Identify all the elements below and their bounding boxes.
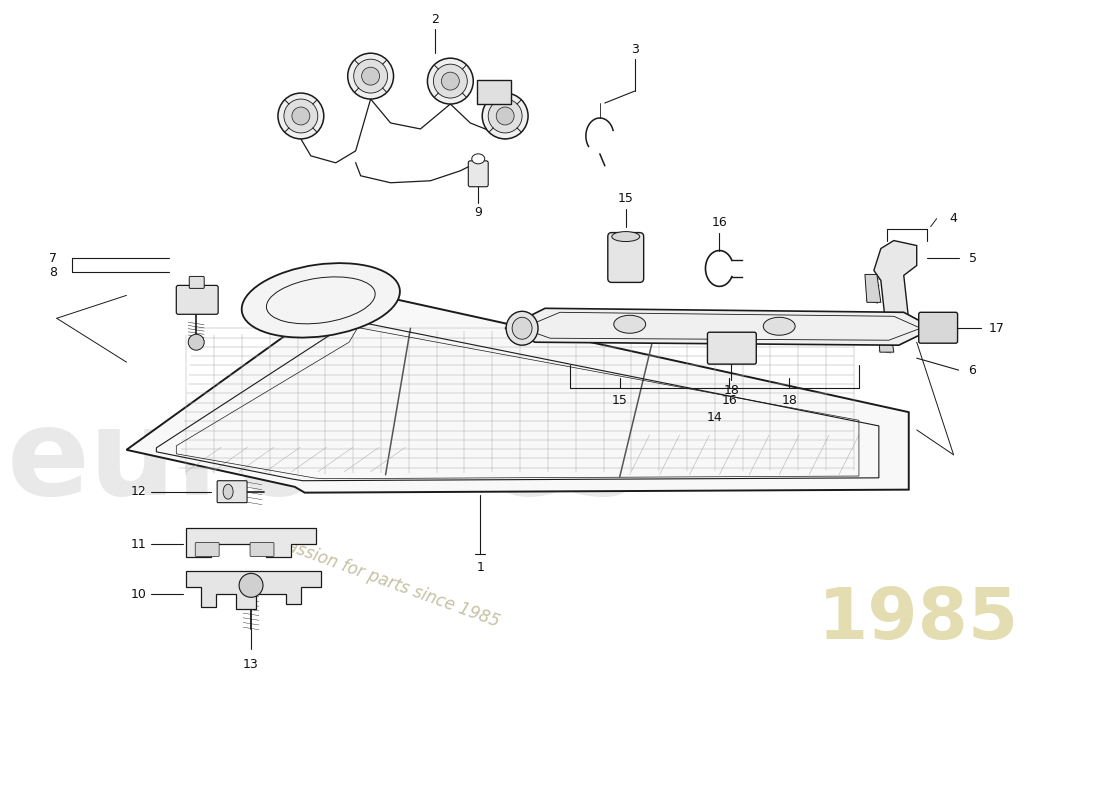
Ellipse shape: [614, 315, 646, 334]
Text: 16: 16: [722, 394, 737, 407]
Polygon shape: [865, 274, 881, 302]
Text: 7: 7: [48, 252, 57, 265]
Text: 16: 16: [712, 216, 727, 229]
Ellipse shape: [763, 318, 795, 335]
Ellipse shape: [513, 318, 532, 339]
Text: 18: 18: [724, 383, 739, 397]
Polygon shape: [878, 324, 894, 352]
Text: 11: 11: [131, 538, 146, 551]
Text: a passion for parts since 1985: a passion for parts since 1985: [260, 528, 502, 630]
Text: 1985: 1985: [818, 585, 1020, 654]
Text: 8: 8: [48, 266, 57, 279]
Circle shape: [362, 67, 380, 85]
Circle shape: [433, 64, 468, 98]
Circle shape: [278, 93, 323, 139]
Polygon shape: [126, 290, 909, 493]
Ellipse shape: [612, 231, 640, 242]
Circle shape: [284, 99, 318, 133]
Polygon shape: [505, 308, 934, 345]
FancyBboxPatch shape: [469, 161, 488, 186]
Text: 18: 18: [781, 394, 798, 407]
Text: 9: 9: [474, 206, 482, 219]
Text: 5: 5: [968, 252, 977, 265]
FancyBboxPatch shape: [250, 542, 274, 557]
Polygon shape: [186, 527, 316, 558]
Text: 14: 14: [706, 411, 723, 425]
Circle shape: [428, 58, 473, 104]
Circle shape: [441, 72, 460, 90]
Text: 10: 10: [131, 588, 146, 601]
Circle shape: [188, 334, 205, 350]
FancyBboxPatch shape: [176, 286, 218, 314]
Ellipse shape: [472, 154, 485, 164]
Circle shape: [488, 99, 522, 133]
Text: 4: 4: [949, 212, 957, 225]
Circle shape: [292, 107, 310, 125]
Text: 17: 17: [989, 322, 1004, 334]
FancyBboxPatch shape: [477, 80, 512, 104]
FancyBboxPatch shape: [195, 542, 219, 557]
Text: 12: 12: [131, 485, 146, 498]
FancyBboxPatch shape: [217, 481, 248, 502]
Text: 6: 6: [968, 364, 977, 377]
Ellipse shape: [223, 484, 233, 499]
Text: es: es: [485, 402, 641, 519]
Text: euro: euro: [7, 402, 321, 519]
FancyBboxPatch shape: [707, 332, 757, 364]
Ellipse shape: [506, 311, 538, 345]
Circle shape: [348, 54, 394, 99]
Text: 3: 3: [630, 42, 639, 56]
Text: 2: 2: [431, 13, 439, 26]
Text: 15: 15: [618, 192, 634, 206]
Circle shape: [239, 574, 263, 598]
Ellipse shape: [242, 263, 400, 338]
Circle shape: [482, 93, 528, 139]
Text: 15: 15: [612, 394, 628, 407]
Circle shape: [496, 107, 514, 125]
Circle shape: [354, 59, 387, 93]
FancyBboxPatch shape: [608, 233, 644, 282]
Polygon shape: [873, 241, 916, 342]
FancyBboxPatch shape: [918, 312, 958, 343]
Text: 13: 13: [243, 658, 258, 670]
Polygon shape: [186, 571, 321, 610]
FancyBboxPatch shape: [189, 277, 205, 288]
Text: 1: 1: [476, 561, 484, 574]
